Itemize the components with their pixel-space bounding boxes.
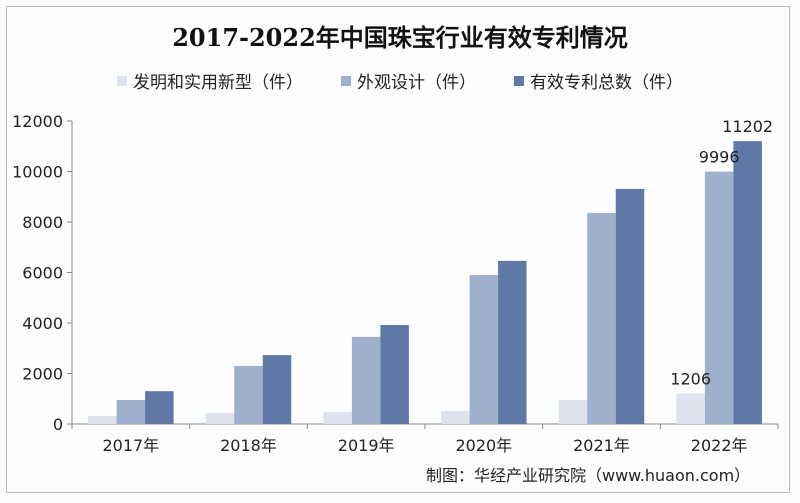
bar-0-5 — [676, 393, 705, 424]
x-tick-label: 2020年 — [455, 436, 512, 455]
bar-1-4 — [587, 212, 616, 424]
bar-1-3 — [469, 275, 499, 424]
legend: 发明和实用新型（件） 外观设计（件） 有效专利总数（件） — [0, 68, 800, 93]
legend-item-invention: 发明和实用新型（件） — [117, 68, 303, 93]
y-tick-label: 4000 — [22, 314, 63, 333]
data-label: 11202 — [722, 117, 773, 136]
bar-0-4 — [558, 400, 588, 424]
legend-label: 发明和实用新型（件） — [133, 73, 303, 93]
bar-1-2 — [351, 336, 381, 424]
legend-label: 有效专利总数（件） — [530, 73, 683, 93]
data-label: 9996 — [699, 148, 740, 167]
x-tick-label: 2018年 — [220, 436, 277, 455]
bar-1-0 — [116, 400, 146, 424]
bar-0-2 — [323, 411, 352, 424]
bar-2-1 — [262, 355, 292, 424]
bar-2-5 — [733, 141, 762, 424]
legend-label: 外观设计（件） — [357, 73, 476, 93]
legend-swatch — [341, 75, 351, 86]
x-tick-label: 2022年 — [691, 436, 748, 455]
x-tick-label: 2019年 — [338, 436, 395, 455]
bar-2-2 — [380, 325, 409, 424]
data-label: 1206 — [670, 370, 711, 389]
legend-swatch — [514, 75, 524, 86]
bar-0-0 — [88, 415, 117, 424]
source-note: 制图：华经产业研究院（www.huaon.com） — [426, 466, 751, 485]
x-tick-label: 2021年 — [573, 436, 630, 455]
x-tick-label: 2017年 — [102, 436, 159, 455]
legend-item-total: 有效专利总数（件） — [514, 68, 683, 93]
y-tick-label: 10000 — [12, 163, 63, 182]
bar-2-4 — [615, 188, 645, 424]
legend-swatch — [117, 75, 127, 86]
bar-0-3 — [441, 410, 470, 424]
y-tick-label: 2000 — [22, 365, 63, 384]
y-tick-label: 8000 — [22, 213, 63, 232]
chart-title: 2017-2022年中国珠宝行业有效专利情况 — [172, 23, 628, 52]
bar-1-5 — [704, 171, 734, 424]
y-tick-label: 6000 — [22, 264, 63, 283]
bar-0-1 — [205, 412, 235, 424]
legend-item-design: 外观设计（件） — [341, 68, 476, 93]
bar-2-3 — [498, 260, 527, 424]
bar-1-1 — [234, 365, 263, 424]
bar-2-0 — [145, 391, 174, 424]
y-tick-label: 12000 — [12, 112, 63, 131]
y-tick-label: 0 — [53, 415, 63, 434]
